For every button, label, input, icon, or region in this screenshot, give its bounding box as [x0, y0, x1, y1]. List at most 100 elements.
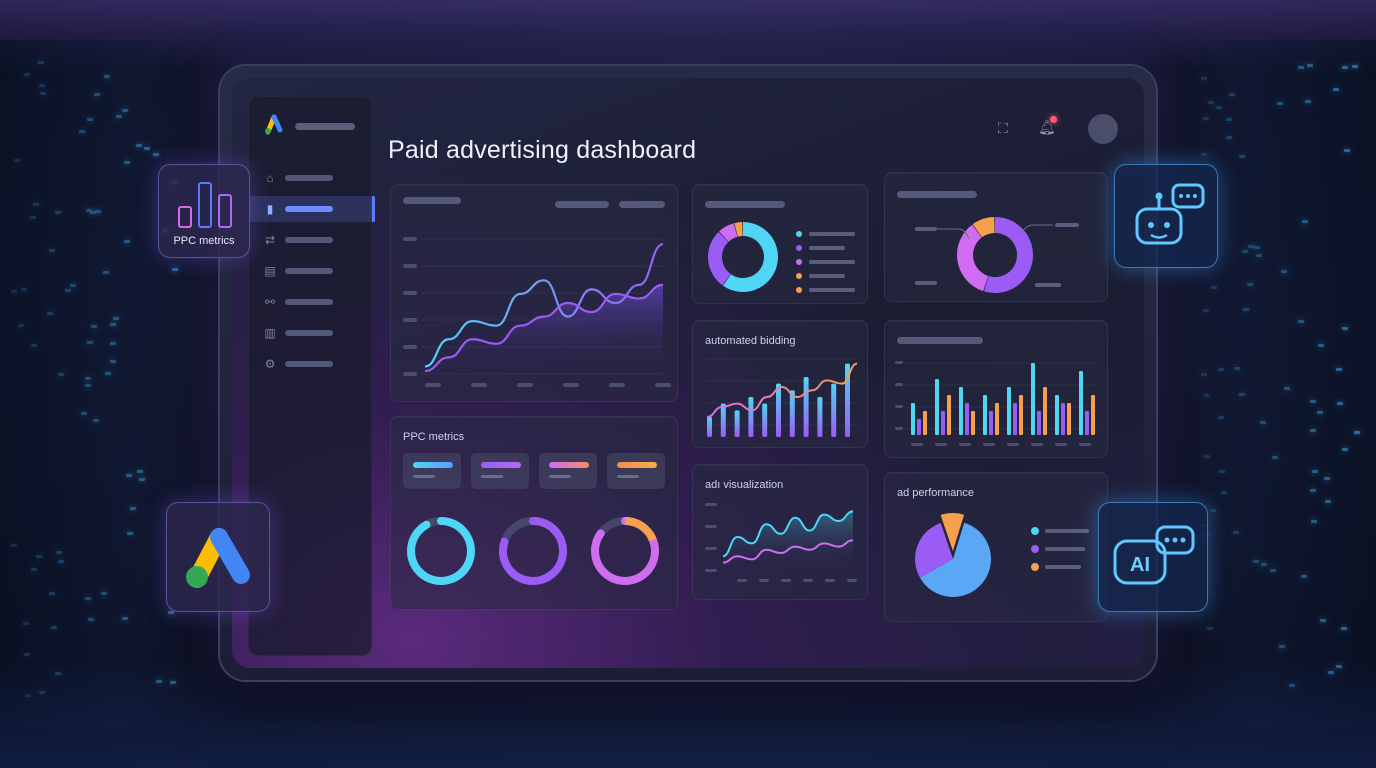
server-led	[85, 208, 92, 212]
ppc-metrics-widget[interactable]: PPC metrics	[158, 164, 250, 258]
area-fill	[425, 284, 663, 371]
y-tick-placeholder	[895, 405, 903, 408]
donut-callout-card[interactable]	[884, 172, 1108, 302]
ad-visualization-card[interactable]: adı visualization	[692, 464, 868, 600]
x-tick-placeholder	[911, 443, 923, 446]
ppc-metrics-card[interactable]: PPC metrics	[390, 416, 678, 610]
trend-line	[706, 362, 858, 418]
google-ads-logo-icon[interactable]	[263, 113, 285, 135]
automated-bidding-card[interactable]: automated bidding	[692, 320, 868, 448]
sidebar-item[interactable]: ▥	[249, 320, 373, 346]
server-led	[37, 60, 44, 64]
bar	[762, 403, 768, 437]
server-led	[1226, 136, 1233, 140]
legend-dot	[796, 259, 802, 265]
series-line	[424, 283, 664, 373]
bar	[989, 411, 993, 435]
server-led	[121, 109, 128, 112]
report-icon: ▥	[264, 326, 276, 340]
expand-icon[interactable]: ⛶	[998, 120, 1008, 136]
server-led	[1341, 448, 1348, 452]
ad-performance-card[interactable]: ad performance	[884, 472, 1108, 622]
sidebar-item[interactable]: ⇄	[249, 227, 373, 253]
server-led	[1204, 394, 1211, 398]
filter-pill[interactable]	[555, 201, 609, 208]
server-led	[1201, 77, 1208, 81]
server-led	[81, 412, 88, 416]
donut-slice	[983, 217, 1033, 293]
server-led	[1238, 392, 1245, 396]
google-ads-widget[interactable]	[166, 502, 270, 612]
server-led	[130, 506, 137, 510]
metric-tile[interactable]	[403, 453, 461, 489]
server-led	[139, 477, 145, 481]
server-led	[110, 322, 117, 326]
sidebar-item[interactable]: ⚯	[249, 289, 373, 315]
server-led	[1239, 155, 1246, 159]
card-label: automated bidding	[705, 335, 796, 347]
server-led	[122, 616, 129, 620]
server-led	[30, 344, 37, 348]
ai-text: AI	[1130, 554, 1150, 576]
x-tick-placeholder	[517, 383, 533, 387]
server-led	[85, 384, 92, 388]
server-led	[1277, 102, 1284, 106]
sidebar-item[interactable]: ▮	[249, 196, 375, 222]
page-title: Paid advertising dashboard	[388, 136, 697, 164]
bar	[947, 395, 951, 435]
sidebar-item-label-placeholder	[285, 361, 333, 367]
server-led	[1206, 627, 1213, 631]
server-led	[86, 341, 93, 345]
server-led	[1207, 101, 1214, 105]
notification-dot	[1050, 116, 1057, 123]
server-led	[23, 73, 30, 77]
y-tick-placeholder	[895, 361, 903, 364]
sidebar-item[interactable]: ▤	[249, 258, 373, 284]
ai-assistant-widget[interactable]: AI	[1098, 502, 1208, 612]
server-led	[1246, 282, 1253, 286]
server-led	[1342, 66, 1349, 70]
callout-placeholder	[915, 281, 937, 285]
bar-chart-icon: ▮	[266, 202, 274, 216]
server-led	[112, 317, 119, 321]
y-tick-placeholder	[895, 383, 903, 386]
donut-slice	[957, 224, 989, 292]
server-led	[1307, 63, 1314, 67]
main-trend-card[interactable]	[390, 184, 678, 402]
metric-bar	[413, 462, 453, 468]
metric-tile[interactable]	[539, 453, 597, 489]
avatar[interactable]	[1088, 114, 1118, 144]
server-led	[1300, 574, 1307, 578]
grouped-bar-card[interactable]	[884, 320, 1108, 458]
server-led	[1234, 366, 1241, 370]
x-tick-placeholder	[781, 579, 791, 582]
bell-icon[interactable]: 🔔︎	[1038, 119, 1056, 135]
server-led	[33, 203, 40, 207]
server-led	[1310, 519, 1317, 523]
card-icon: ▤	[264, 264, 276, 278]
legend-dot	[796, 273, 802, 279]
pie-slice	[915, 523, 953, 578]
metric-sub-placeholder	[481, 475, 503, 478]
server-led	[1269, 569, 1276, 573]
metric-tile[interactable]	[607, 453, 665, 489]
server-led	[87, 618, 94, 622]
metric-tile[interactable]	[471, 453, 529, 489]
donut-slice	[708, 231, 732, 286]
metric-bar	[481, 462, 521, 468]
series-line	[722, 510, 854, 558]
server-led	[1310, 489, 1317, 493]
server-led	[50, 625, 57, 629]
server-led	[18, 323, 25, 327]
legend-dot	[796, 231, 802, 237]
filter-pill[interactable]	[619, 201, 665, 208]
chatbot-widget[interactable]	[1114, 164, 1218, 268]
server-led	[125, 474, 132, 477]
y-tick-placeholder	[403, 237, 417, 241]
sidebar-item[interactable]: ⚙	[249, 351, 373, 377]
server-led	[1201, 153, 1207, 157]
server-led	[1226, 118, 1233, 122]
sidebar-item[interactable]: ⌂	[249, 165, 373, 191]
donut-card[interactable]	[692, 184, 868, 304]
server-led	[36, 554, 43, 558]
